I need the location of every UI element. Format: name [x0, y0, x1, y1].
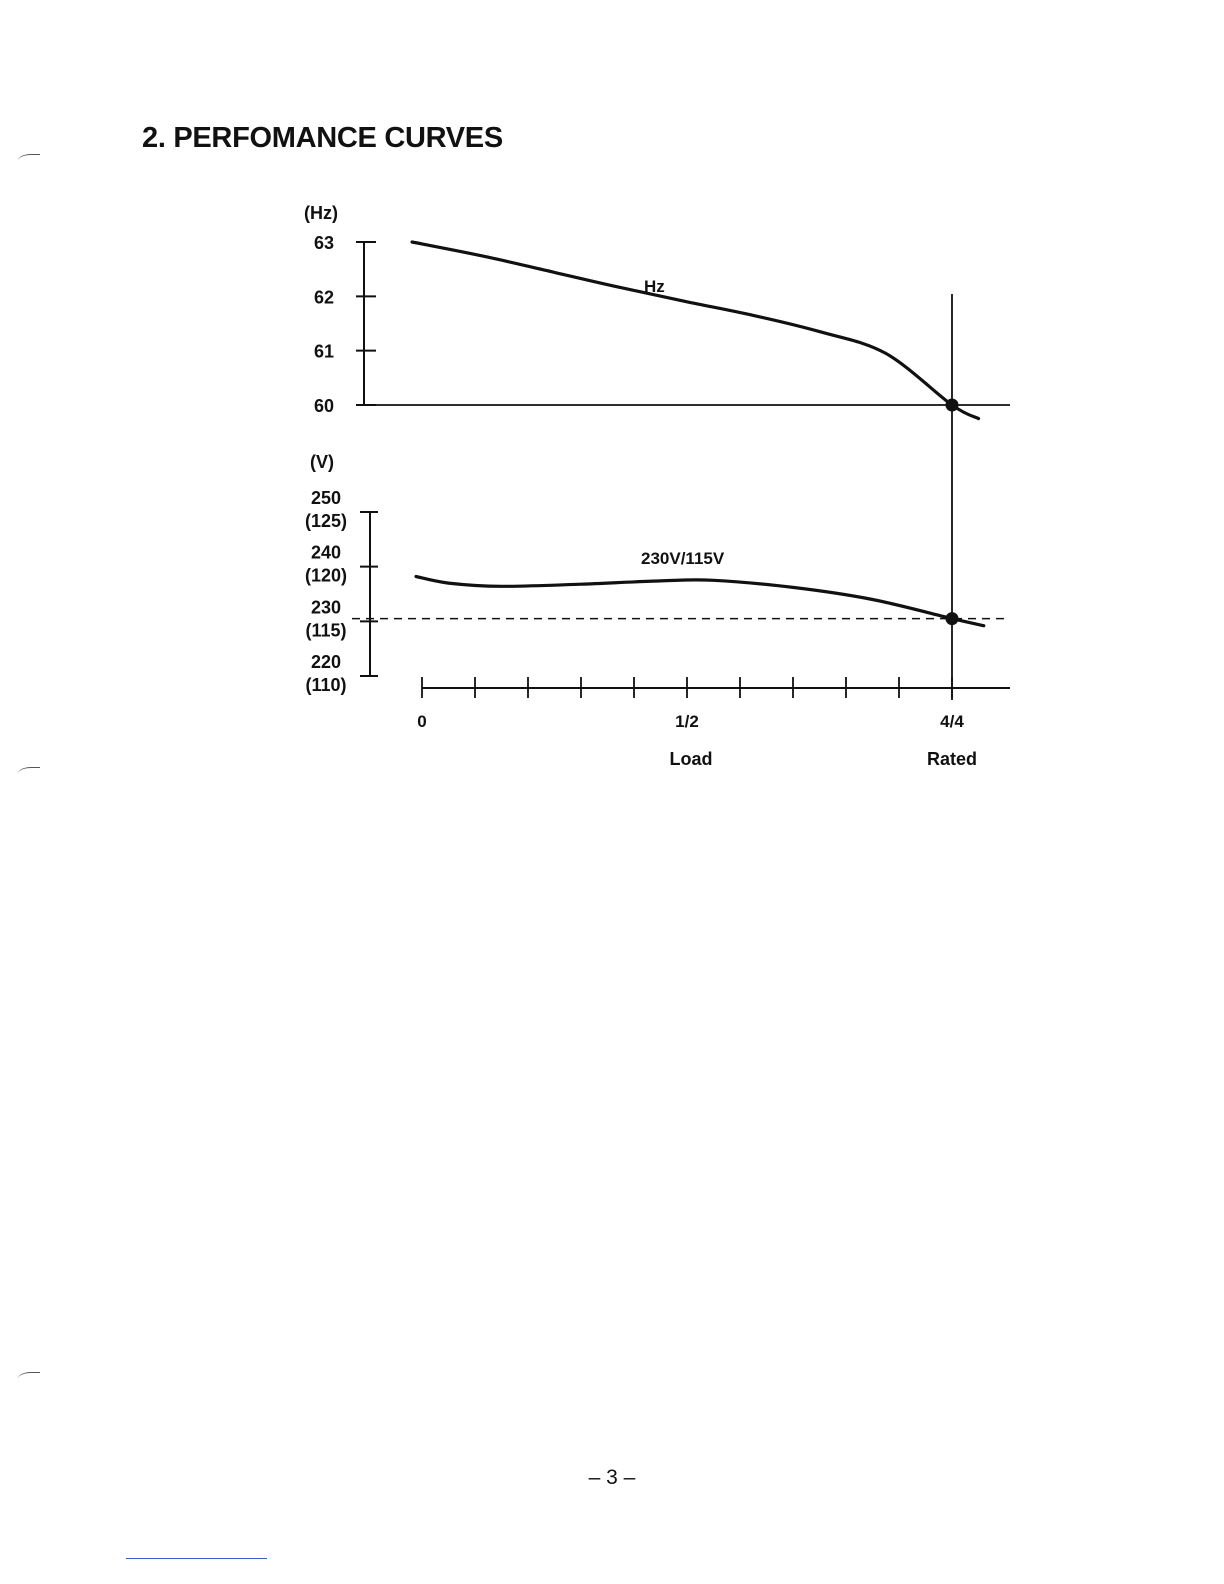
voltage-tick-label: 240 — [311, 543, 341, 563]
voltage-tick-label-secondary: (120) — [305, 566, 347, 586]
voltage-rated-point — [945, 612, 959, 626]
hz-tick-label: 61 — [314, 342, 334, 362]
bottom-rule — [126, 1558, 267, 1559]
voltage-tick-label: 230 — [311, 597, 341, 617]
x-tick-label: 1/2 — [675, 712, 699, 731]
margin-mark — [18, 1372, 40, 1383]
rated-label: Rated — [927, 749, 977, 769]
margin-mark — [18, 154, 40, 165]
margin-mark — [18, 767, 40, 778]
voltage-tick-label-secondary: (110) — [305, 675, 346, 695]
x-axis-label: Load — [670, 749, 713, 769]
x-tick-label: 0 — [417, 712, 426, 731]
voltage-tick-label: 250 — [311, 488, 341, 508]
voltage-axis-label: (V) — [310, 452, 334, 472]
voltage-series-line — [414, 574, 986, 628]
hz-tick-label: 63 — [314, 233, 334, 253]
x-tick-label: 4/4 — [940, 712, 964, 731]
x-axis-tick-labels: 0 1/2 4/4 — [417, 712, 964, 731]
hz-panel: (Hz) 63 62 61 60 Hz — [304, 203, 1010, 421]
hz-axis-label: (Hz) — [304, 203, 338, 223]
voltage-tick-label-secondary: (125) — [305, 511, 347, 531]
voltage-panel: (V) 250 (125) 240 (120) 230 (115) 220 (110) 230… — [305, 452, 1010, 695]
load-x-axis: 0 1/2 4/4 Load Rated — [417, 677, 1010, 769]
voltage-series-label: 230V/115V — [641, 549, 725, 568]
page-number: – 3 – — [588, 1466, 636, 1489]
hz-tick-label: 62 — [314, 287, 334, 307]
x-axis-ticks — [421, 677, 953, 698]
hz-series-label: Hz — [644, 277, 665, 296]
voltage-tick-labels: 250 (125) 240 (120) 230 (115) 220 (110) — [305, 488, 378, 695]
hz-tick-labels: 63 62 61 60 — [314, 233, 376, 416]
voltage-tick-label: 220 — [311, 652, 341, 672]
voltage-tick-label-secondary: (115) — [305, 620, 346, 640]
page-title: 2. PERFOMANCE CURVES — [142, 122, 503, 154]
hz-series-line — [410, 240, 981, 421]
hz-tick-label: 60 — [314, 396, 334, 416]
